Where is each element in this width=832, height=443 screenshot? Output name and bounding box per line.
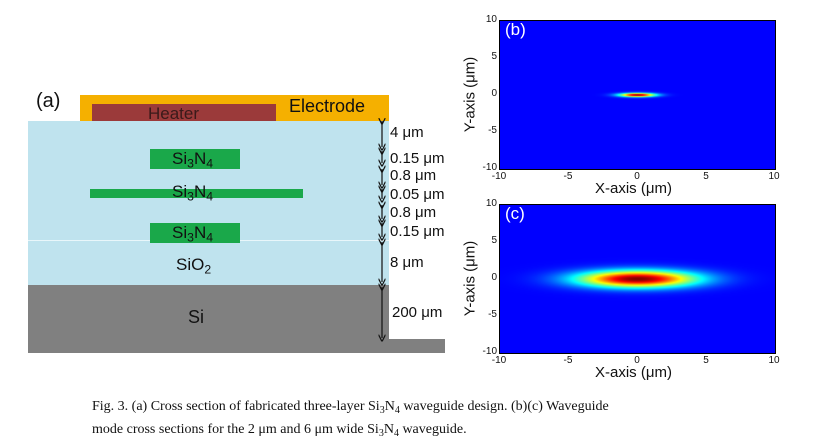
plot-b-label: (b) [505, 20, 526, 39]
mode-plot-b: (b) 10 5 0 -5 -10 -10 -5 0 5 10 X-axis (… [455, 6, 815, 197]
si-label: Si [188, 307, 205, 327]
plot-b-frame [499, 20, 776, 170]
si-substrate [28, 285, 389, 353]
cross-section-panel: (a) Electrode Heater Si3N4 Si3N4 Si3N4 S… [0, 0, 460, 380]
plot-b-heatmap [500, 21, 775, 169]
plot-c-ytick: 0 [491, 272, 497, 283]
plot-b-ytick: 5 [491, 51, 497, 62]
plot-c-ylabel: Y-axis (μm) [461, 240, 479, 317]
si-substrate-step [389, 339, 445, 353]
dim-label-005um: 0.05 μm [390, 186, 445, 203]
plot-b-ytick: 10 [485, 14, 497, 25]
si3n4-layer-top [150, 149, 240, 169]
plot-b-xtick: 5 [703, 171, 709, 182]
caption-line-1: Fig. 3. (a) Cross section of fabricated … [92, 399, 609, 416]
plot-c-xlabel: X-axis (μm) [595, 364, 672, 381]
plot-c-xtick: -10 [491, 355, 507, 366]
plot-b-ylabel: Y-axis (μm) [461, 56, 479, 133]
plot-c-ytick: 10 [485, 198, 497, 209]
plot-b-xtick: -10 [491, 171, 507, 182]
dim-label-4um: 4 μm [390, 124, 424, 141]
figure-caption: Fig. 3. (a) Cross section of fabricated … [92, 397, 752, 443]
plot-b-xlabel: X-axis (μm) [595, 180, 672, 197]
plot-c-xtick: -5 [563, 355, 573, 366]
dim-label-08um-top: 0.8 μm [390, 167, 437, 184]
si3n4-layer-bottom [150, 223, 240, 243]
plot-b-ytick: -10 [482, 162, 497, 173]
si3n4-layer-middle [90, 189, 303, 198]
mode-plot-c: (c) 10 5 0 -5 -10 -10 -5 0 5 10 X-axis (… [455, 190, 815, 390]
dim-label-8um: 8 μm [390, 254, 424, 271]
dimension-arrows [374, 118, 394, 342]
si3n4-label-top: Si3N4 [172, 149, 214, 171]
plot-b-xtick: 0 [634, 171, 640, 182]
dim-label-08um-bottom: 0.8 μm [390, 204, 437, 221]
electrode-label: Electrode [289, 96, 366, 116]
plot-b-ytick: -5 [488, 125, 497, 136]
plot-c-xtick: 5 [703, 355, 709, 366]
sio2-label: SiO2 [176, 255, 212, 277]
plot-c-frame [499, 204, 776, 354]
dim-label-015um-top: 0.15 μm [390, 150, 445, 167]
heater-label: Heater [148, 104, 200, 123]
plot-c-ytick: -10 [482, 346, 497, 357]
plot-b-xtick: 10 [768, 171, 780, 182]
plot-c-ytick: 5 [491, 235, 497, 246]
plot-b-ytick: 0 [491, 88, 497, 99]
plot-c-heatmap [500, 205, 775, 353]
plot-b-xtick: -5 [563, 171, 573, 182]
plot-c-xtick: 10 [768, 355, 780, 366]
si3n4-label-middle: Si3N4 [172, 182, 214, 204]
caption-line-2: mode cross sections for the 2 μm and 6 μ… [92, 422, 467, 439]
sio2-cladding [28, 121, 389, 285]
plot-c-label: (c) [505, 204, 525, 223]
si3n4-label-bottom: Si3N4 [172, 223, 214, 245]
dim-label-015um-bottom: 0.15 μm [390, 223, 445, 240]
panel-a-label: (a) [36, 90, 61, 112]
plot-c-xtick: 0 [634, 355, 640, 366]
dim-label-200um: 200 μm [392, 304, 443, 321]
plot-c-ytick: -5 [488, 309, 497, 320]
heater-layer [92, 104, 276, 121]
